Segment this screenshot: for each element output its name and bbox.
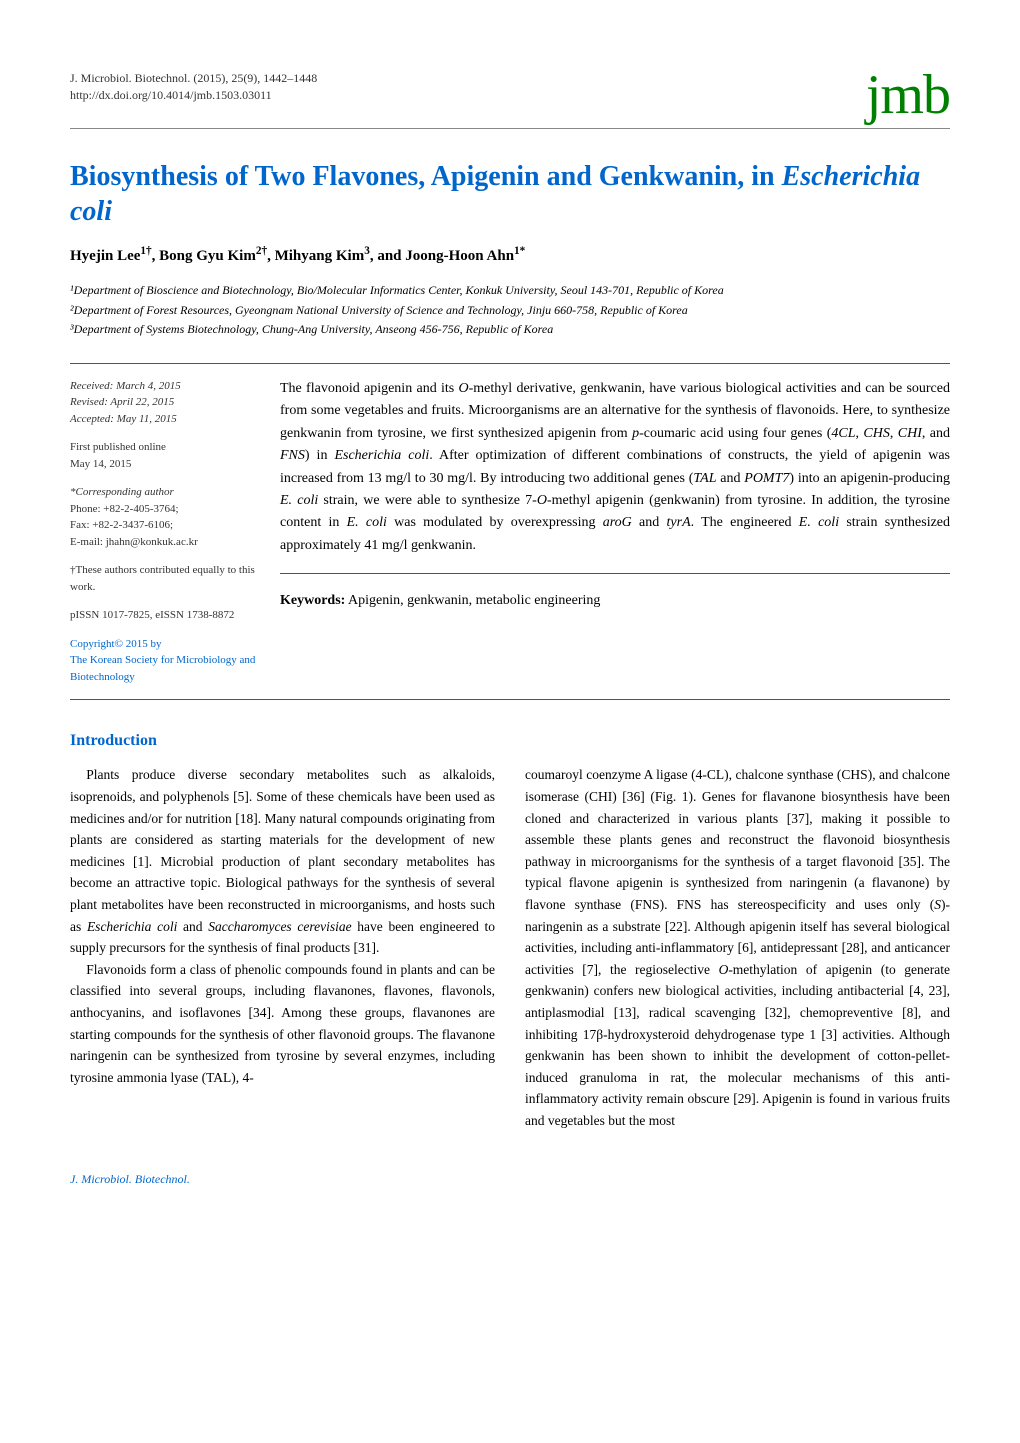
corresponding-block: *Corresponding author Phone: +82-2-405-3… bbox=[70, 484, 260, 550]
corresponding-fax: Fax: +82-2-3437-6106; bbox=[70, 517, 260, 534]
journal-citation: J. Microbiol. Biotechnol. (2015), 25(9),… bbox=[70, 70, 317, 87]
body-columns: Plants produce diverse secondary metabol… bbox=[70, 764, 950, 1131]
keywords-text: Apigenin, genkwanin, metabolic engineeri… bbox=[345, 593, 600, 608]
first-published-block: First published online May 14, 2015 bbox=[70, 439, 260, 472]
paper-page: J. Microbiol. Biotechnol. (2015), 25(9),… bbox=[0, 0, 1020, 1227]
keywords-label: Keywords: bbox=[280, 593, 345, 608]
keywords-line: Keywords: Apigenin, genkwanin, metabolic… bbox=[280, 590, 950, 612]
paper-title: Biosynthesis of Two Flavones, Apigenin a… bbox=[70, 159, 950, 229]
received-date: Received: March 4, 2015 bbox=[70, 378, 260, 395]
section-heading: Introduction bbox=[70, 732, 950, 750]
affiliation-3: ³Department of Systems Biotechnology, Ch… bbox=[70, 320, 950, 339]
copyright-block: Copyright© 2015 by The Korean Society fo… bbox=[70, 636, 260, 686]
corresponding-phone: Phone: +82-2-405-3764; bbox=[70, 501, 260, 518]
first-published-date: May 14, 2015 bbox=[70, 456, 260, 473]
abstract-rule bbox=[280, 573, 950, 574]
issn-line: pISSN 1017-7825, eISSN 1738-8872 bbox=[70, 607, 260, 624]
header-row: J. Microbiol. Biotechnol. (2015), 25(9),… bbox=[70, 70, 950, 129]
copyright-line2: The Korean Society for Microbiology and … bbox=[70, 652, 260, 685]
meta-abstract-block: Received: March 4, 2015 Revised: April 2… bbox=[70, 363, 950, 701]
title-prefix: Biosynthesis of Two Flavones, Apigenin a… bbox=[70, 161, 782, 192]
authors-line: Hyejin Lee1†, Bong Gyu Kim2†, Mihyang Ki… bbox=[70, 245, 950, 265]
journal-doi: http://dx.doi.org/10.4014/jmb.1503.03011 bbox=[70, 87, 317, 104]
body-column-left: Plants produce diverse secondary metabol… bbox=[70, 764, 495, 1131]
affiliations-block: ¹Department of Bioscience and Biotechnol… bbox=[70, 281, 950, 339]
affiliation-1: ¹Department of Bioscience and Biotechnol… bbox=[70, 281, 950, 300]
first-published-label: First published online bbox=[70, 439, 260, 456]
meta-sidebar: Received: March 4, 2015 Revised: April 2… bbox=[70, 378, 280, 686]
corresponding-email: E-mail: jhahn@konkuk.ac.kr bbox=[70, 534, 260, 551]
abstract-column: The flavonoid apigenin and its O-methyl … bbox=[280, 378, 950, 686]
dates-block: Received: March 4, 2015 Revised: April 2… bbox=[70, 378, 260, 428]
journal-meta: J. Microbiol. Biotechnol. (2015), 25(9),… bbox=[70, 70, 317, 104]
body-column-right: coumaroyl coenzyme A ligase (4-CL), chal… bbox=[525, 764, 950, 1131]
abstract-text: The flavonoid apigenin and its O-methyl … bbox=[280, 378, 950, 557]
equal-contrib: †These authors contributed equally to th… bbox=[70, 562, 260, 595]
footer-journal: J. Microbiol. Biotechnol. bbox=[70, 1172, 950, 1187]
copyright-line1: Copyright© 2015 by bbox=[70, 636, 260, 653]
revised-date: Revised: April 22, 2015 bbox=[70, 394, 260, 411]
journal-logo: jmb bbox=[866, 70, 950, 120]
affiliation-2: ²Department of Forest Resources, Gyeongn… bbox=[70, 301, 950, 320]
accepted-date: Accepted: May 11, 2015 bbox=[70, 411, 260, 428]
corresponding-label: *Corresponding author bbox=[70, 484, 260, 501]
